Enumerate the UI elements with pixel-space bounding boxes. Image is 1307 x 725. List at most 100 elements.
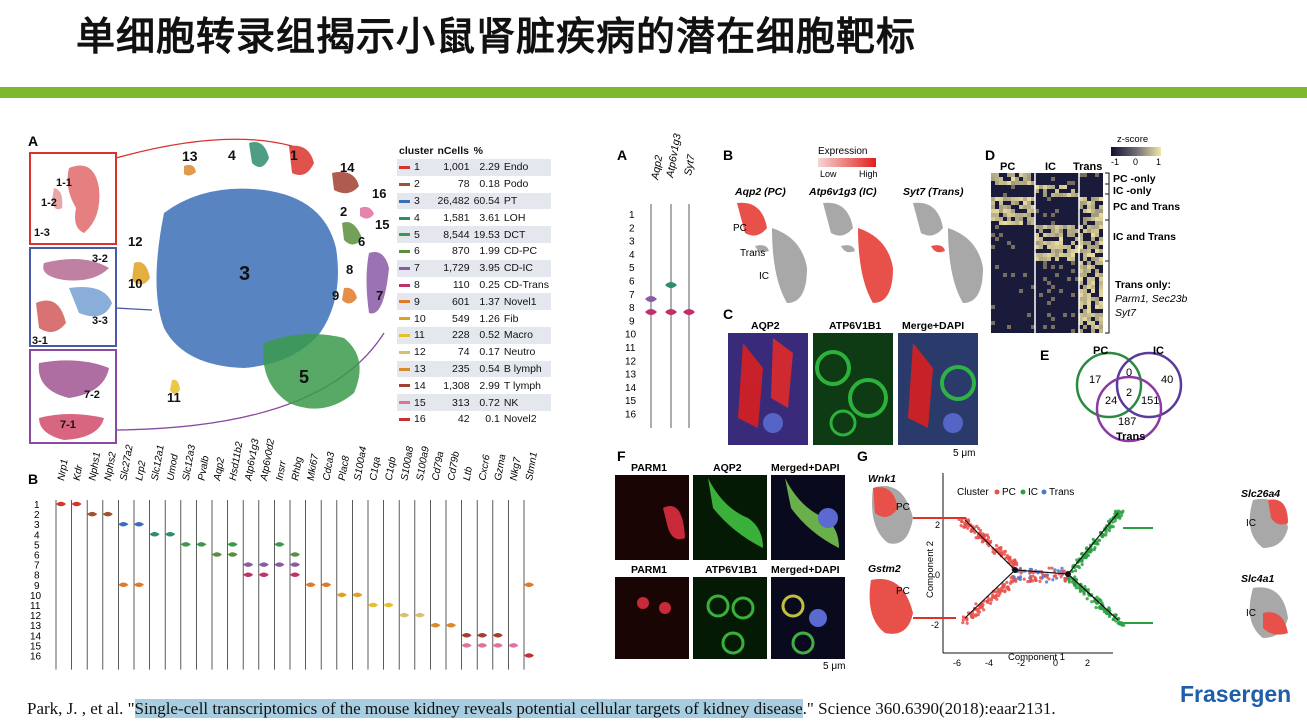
arrow-to-cluster-7 <box>115 332 385 431</box>
ncells-cell: 78 <box>457 178 470 191</box>
legend-item: IC <box>1028 487 1038 498</box>
violin-mark <box>227 542 238 547</box>
panel-label-g: G <box>857 448 868 464</box>
feature-blob <box>772 228 807 303</box>
pseudotime-region: PC <box>896 502 910 513</box>
gene-label: Cxcr6 <box>477 453 492 481</box>
violin-mark <box>87 511 98 517</box>
violin-mark <box>227 552 238 557</box>
cluster-id: 1 <box>414 161 420 174</box>
cluster-id: 13 <box>414 362 426 375</box>
celltype-cell: CD-PC <box>503 245 538 258</box>
cluster-id: 9 <box>414 295 420 308</box>
channel-label: AQP2 <box>751 320 780 332</box>
channel-label: ATP6V1B1 <box>829 320 881 332</box>
violin-row-label: 2 <box>629 223 635 234</box>
celltype-cell: Endo <box>501 159 551 176</box>
pct-cell: 1.37 <box>471 293 502 311</box>
violin-mark <box>165 532 176 537</box>
cluster-cell: 3 <box>397 192 436 210</box>
venn-set: Trans <box>1116 431 1145 443</box>
violin-row-label: 10 <box>625 330 637 341</box>
subcluster-label: 3-3 <box>92 315 108 327</box>
subcluster-label: 1-1 <box>56 177 72 189</box>
violin-mark <box>665 309 677 315</box>
violin-row-label: 5 <box>629 263 635 274</box>
heatmap-col: IC <box>1045 161 1056 173</box>
gene-label: Nrp1 <box>56 458 71 481</box>
y-axis-label: Component 2 <box>925 541 936 598</box>
gene-label: Insrr <box>275 459 289 481</box>
table-row: 12 74 0.17 Neutro <box>397 344 551 361</box>
pct-cell: 0.1 <box>485 413 500 426</box>
violin-mark <box>683 309 695 315</box>
venn-value: 40 <box>1161 374 1173 386</box>
zscore-gradient <box>1111 147 1161 156</box>
violin-row-label: 8 <box>629 303 635 314</box>
y-tick: -2 <box>931 620 939 630</box>
violin-mark <box>102 511 113 517</box>
violin-mark <box>461 633 472 638</box>
pseudotime-region: PC <box>896 586 910 597</box>
cluster-cell: 6 <box>397 243 435 260</box>
violin-row-label: 2 <box>34 510 40 521</box>
violin-row-label: 16 <box>30 652 42 663</box>
violin-mark <box>274 542 285 547</box>
region-label: Trans <box>740 248 765 259</box>
ncells-cell: 601 <box>435 293 472 311</box>
expression-high: High <box>859 169 878 179</box>
pseudotime-gene: Wnk1 <box>868 473 896 485</box>
celltype-cell: NK <box>501 394 551 411</box>
celltype-cell: CD-Trans <box>503 278 549 291</box>
heatmap-col: PC <box>1000 161 1015 173</box>
cluster-swatch <box>399 300 410 304</box>
gene-label: Slc12a1 <box>150 444 167 482</box>
cluster-table: cluster nCells % 1 1,001 2.29 Endo 2 78 0.18 Po… <box>397 143 551 428</box>
subcluster-box-7 <box>29 349 117 444</box>
cluster-label: 3 <box>239 263 250 285</box>
y-tick: 0 <box>935 570 940 580</box>
violin-mark <box>196 542 207 547</box>
violin-mark <box>321 582 332 588</box>
cluster-id: 16 <box>414 413 426 426</box>
arrow-to-cluster-3 <box>115 307 153 311</box>
celltype-cell: Fib <box>503 312 519 325</box>
citation-highlight: Single-cell transcriptomics of the mouse… <box>134 699 803 718</box>
violin-row-label: 8 <box>34 571 40 582</box>
heatmap-group: IC and Trans <box>1113 231 1176 243</box>
x-tick: 2 <box>1085 658 1090 668</box>
ncells-cell: 26,482 <box>435 192 472 210</box>
gene-label: Gzma <box>493 453 509 482</box>
table-row: 9 601 1.37 Novel1 <box>397 293 551 311</box>
table-header: cluster <box>399 145 434 157</box>
violin-mark <box>290 552 300 557</box>
region-label: IC <box>759 271 769 282</box>
cluster-cell: 4 <box>397 209 435 226</box>
gene-label: Nkg7 <box>509 456 524 481</box>
title-accent-bar <box>0 87 1307 98</box>
x-axis-label: Component 1 <box>1008 652 1065 663</box>
feature-blob <box>823 202 853 236</box>
trans-genes: Syt7 <box>1115 307 1137 319</box>
pct-cell: 0.18 <box>479 178 500 191</box>
cluster-id: 4 <box>414 211 420 224</box>
violin-mark <box>645 309 657 315</box>
cluster-label: 6 <box>358 234 365 249</box>
x-tick: 0 <box>1053 658 1058 668</box>
gene-label: C1qb <box>384 456 399 482</box>
cluster-id: 10 <box>414 312 426 325</box>
feature-title: Syt7 (Trans) <box>903 186 964 198</box>
cluster-label: 16 <box>372 186 386 201</box>
panel-label-a: A <box>617 147 627 163</box>
violin-mark <box>290 562 300 567</box>
gene-label: Aqp2 <box>212 456 227 482</box>
ncells-cell: 313 <box>435 394 472 411</box>
cluster-id: 8 <box>414 278 420 291</box>
pseudotime-gene: Slc26a4 <box>1241 488 1280 500</box>
table-row: 2 78 0.18 Podo <box>397 176 551 193</box>
celltype-cell: CD-IC <box>501 259 551 277</box>
pseudotime-region: IC <box>1246 608 1256 619</box>
violin-row-label: 15 <box>625 396 637 407</box>
table-row: 1 1,001 2.29 Endo <box>397 159 551 176</box>
cluster-swatch <box>399 317 410 321</box>
